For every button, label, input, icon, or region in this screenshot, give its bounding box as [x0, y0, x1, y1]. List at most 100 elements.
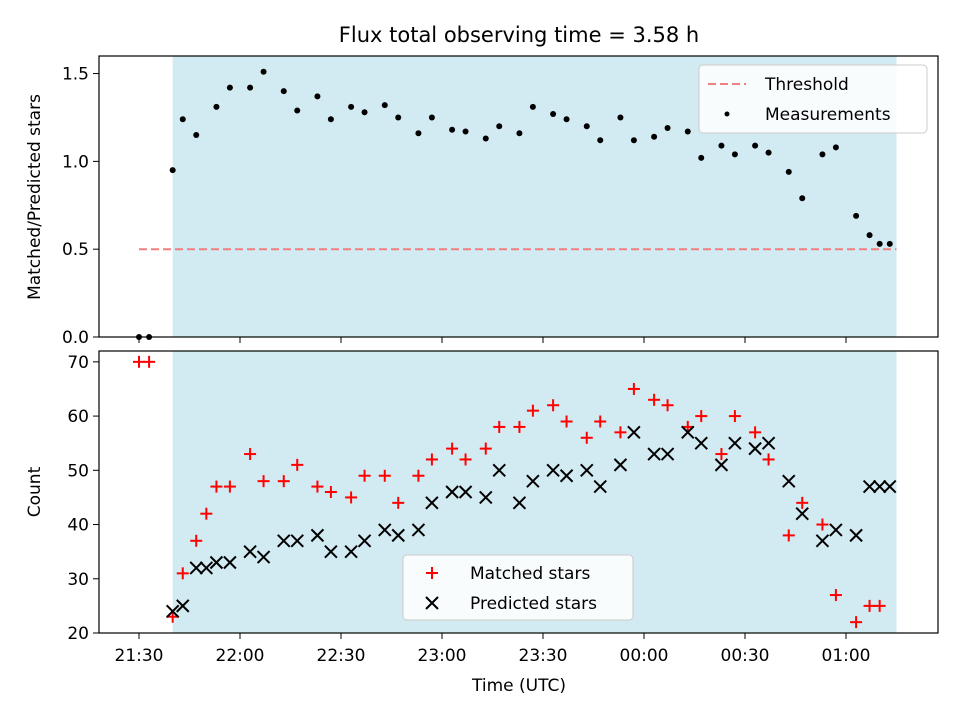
matched-star-point	[412, 469, 425, 482]
top-y-tick-label: 0.5	[62, 240, 89, 260]
measurement-point	[664, 125, 671, 132]
predicted-star-point	[290, 534, 304, 548]
matched-star-point	[378, 469, 391, 482]
matched-star-point	[648, 393, 661, 406]
top-y-tick-label: 1.0	[62, 152, 89, 172]
measurement-point	[294, 107, 301, 114]
measurement-point	[213, 103, 220, 110]
measurement-point	[765, 149, 772, 156]
measurement-point	[752, 142, 759, 149]
predicted-star-point	[872, 479, 887, 494]
matched-star-point	[210, 480, 223, 493]
matched-star-point	[749, 426, 762, 439]
predicted-star-point	[277, 534, 291, 548]
predicted-star-point	[681, 425, 695, 440]
matched-star-point	[479, 442, 492, 455]
measurement-point	[866, 232, 873, 239]
matched-star-point	[392, 496, 405, 509]
matched-star-point	[166, 610, 179, 623]
measurement-point	[563, 116, 570, 123]
bottom-x-tick-label: 22:30	[317, 646, 366, 666]
top-y-tick-label: 0.0	[62, 328, 89, 348]
measurement-point	[361, 109, 368, 116]
bottom-x-tick-label: 00:00	[620, 646, 669, 666]
measurement-point	[597, 137, 604, 144]
matched-star-point	[200, 507, 213, 520]
bottom-y-tick-label: 40	[67, 516, 89, 536]
legend-matched-label: Matched stars	[470, 564, 590, 584]
bottom-y-axis-label: Count	[25, 466, 45, 517]
predicted-stars-points	[165, 425, 897, 619]
legend-matched-marker	[426, 567, 438, 579]
predicted-star-point	[458, 485, 473, 499]
predicted-star-point	[526, 474, 540, 488]
ratio-panel: Flux total observing time = 3.58 h 0.00.…	[25, 23, 939, 348]
measurement-point	[731, 151, 738, 158]
predicted-star-point	[357, 534, 372, 548]
predicted-star-point	[425, 496, 439, 510]
bottom-x-tick-label: 00:30	[721, 646, 770, 666]
measurement-point	[583, 123, 590, 130]
matched-star-point	[829, 589, 842, 602]
matched-star-point	[782, 529, 795, 542]
predicted-star-point	[256, 550, 271, 564]
measurement-point	[684, 128, 691, 135]
matched-star-point	[715, 448, 728, 461]
predicted-star-point	[199, 561, 214, 575]
matched-star-point	[863, 599, 876, 612]
matched-star-point	[493, 420, 506, 433]
predicted-star-point	[411, 523, 426, 537]
bottom-legend: Matched stars Predicted stars	[402, 554, 634, 621]
bottom-y-tick-label: 50	[67, 461, 89, 481]
predicted-star-point	[512, 496, 527, 510]
matched-stars-points	[133, 355, 886, 629]
predicted-star-point	[243, 544, 257, 559]
matched-star-point	[345, 491, 358, 504]
matched-star-point	[762, 453, 775, 466]
predicted-star-point	[660, 447, 675, 461]
top-plot-frame	[98, 55, 939, 338]
measurement-point	[832, 144, 839, 151]
measurement-point	[550, 110, 557, 117]
measurement-point	[193, 132, 200, 139]
bottom-x-tick-label: 23:00	[418, 646, 467, 666]
matched-star-point	[176, 567, 189, 580]
predicted-star-point	[815, 534, 830, 548]
predicted-star-point	[627, 425, 641, 440]
top-y-axis-label: Matched/Predicted stars	[25, 94, 45, 300]
measurement-point	[630, 137, 637, 144]
top-legend-box	[698, 64, 928, 134]
predicted-star-point	[714, 458, 729, 472]
matched-star-point	[681, 420, 694, 433]
predicted-star-point	[546, 463, 560, 478]
legend-predicted-label: Predicted stars	[470, 594, 597, 614]
matched-star-point	[244, 448, 257, 461]
matched-star-point	[358, 469, 371, 482]
matched-star-point	[223, 480, 236, 493]
measurement-point	[698, 154, 705, 161]
bottom-y-tick-label: 60	[67, 407, 89, 427]
measurement-point	[179, 116, 186, 123]
matched-star-point	[446, 442, 459, 455]
measurement-point	[785, 168, 792, 175]
predicted-star-point	[849, 528, 863, 543]
matched-star-point	[816, 518, 829, 531]
matched-star-point	[257, 475, 270, 488]
bottom-x-tick-label: 23:30	[519, 646, 568, 666]
predicted-star-point	[782, 474, 796, 488]
top-y-tick-label: 1.5	[62, 65, 89, 85]
measurement-point	[496, 123, 503, 130]
matched-star-point	[311, 480, 324, 493]
matched-star-point	[513, 420, 526, 433]
measurement-point	[169, 167, 176, 174]
measurement-point	[395, 114, 402, 121]
matched-star-point	[614, 426, 627, 439]
matched-star-point	[661, 399, 674, 412]
matched-star-point	[560, 415, 573, 428]
measurement-point	[314, 93, 321, 100]
matched-star-point	[594, 415, 607, 428]
x-axis-label: Time (UTC)	[471, 676, 566, 696]
matched-star-point	[526, 404, 539, 417]
predicted-star-point	[209, 555, 224, 570]
measurement-point	[876, 240, 883, 247]
